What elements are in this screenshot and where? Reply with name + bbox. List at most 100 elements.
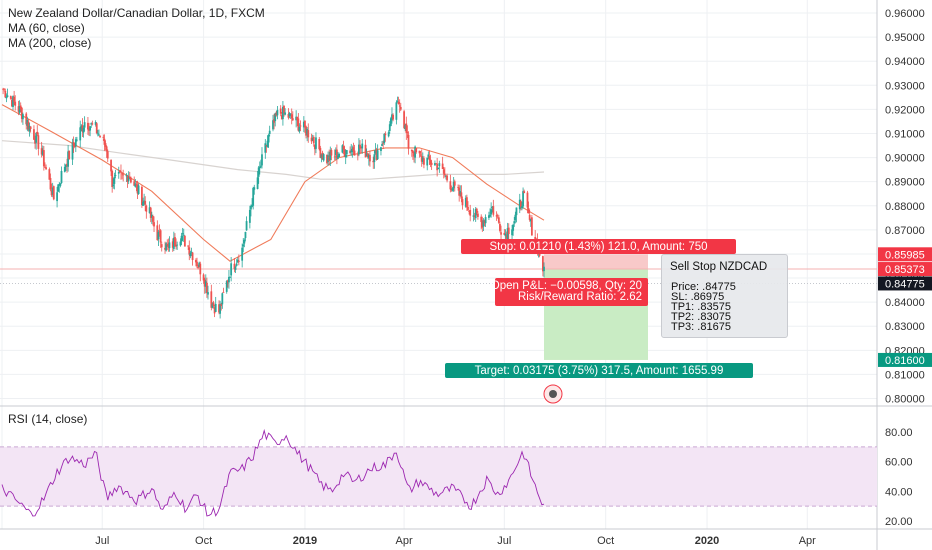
candle-body [19,105,22,110]
candle-body [410,149,413,152]
candle-body [353,150,356,156]
candle-body [6,95,9,97]
candle-body [197,267,199,269]
pnl-label-text: Open P&L: −0.00598, Qty: 20 [491,280,642,292]
candle-body [360,147,363,148]
candle-body [333,156,336,158]
candle-body [515,207,518,216]
candle-body [14,101,17,106]
candle-body [96,133,99,135]
candle-body [415,148,418,153]
price-badge-label: 0.84775 [885,278,925,290]
candle-body [57,184,60,192]
candle-body [128,176,131,179]
candle-body [49,177,52,190]
candle-body [125,174,128,177]
candle-body [242,244,245,247]
order-panel-tp1: TP1: .83575 [671,301,731,313]
candle-body [272,120,274,130]
order-panel[interactable]: Sell Stop NZDCAD Price: .84775 SL: .8697… [661,254,788,338]
order-panel-price: Price: .84775 [671,281,736,293]
candle-body [9,96,12,99]
candle-body [298,126,301,132]
candle-body [366,153,369,158]
candle-body [50,190,53,196]
candle-body [157,231,160,240]
candle-body [207,292,209,295]
candle-body [329,151,332,161]
candle-body [90,123,93,125]
candle-body [58,184,61,186]
candle-body [20,107,23,119]
candle-body [104,143,107,147]
candle-body [266,140,269,147]
candle-body [496,217,499,219]
candle-body [418,150,421,154]
candle-body [159,230,162,243]
candle-body [529,219,532,222]
candle-body [473,215,476,217]
candle-body [204,281,207,287]
ma200-line [1,140,545,180]
candle-body [451,188,454,191]
candle-body [521,206,523,209]
candle-body [72,142,75,146]
candle-body [174,237,176,247]
price-badge [878,247,932,262]
candle-body [145,205,148,212]
candle-body [367,155,370,159]
candle-body [179,241,182,246]
candle-body [441,163,444,170]
rsi-tick-label: 80.00 [885,427,913,439]
candle-body [190,251,193,253]
candle-body [230,263,233,276]
candle-body [261,154,263,166]
candle-body [91,123,94,125]
candle-body [311,138,314,141]
candle-body [33,129,35,140]
symbol-title: New Zealand Dollar/Canadian Dollar, 1D, … [8,6,265,20]
candle-body [395,102,398,120]
candle-body [60,170,63,184]
candle-body [26,120,29,126]
price-tick-label: 0.87000 [885,225,925,237]
candle-body [482,220,485,227]
candle-body [245,221,248,231]
candle-body [326,154,328,164]
candle-body [12,96,14,107]
candle-body [158,231,161,233]
candle-body [483,220,486,224]
candle-body [321,152,324,160]
candle-body [499,224,501,231]
price-tick-label: 0.81000 [885,369,925,381]
candle-body [518,199,521,210]
candle-body [315,137,317,149]
candle-body [257,167,260,177]
candle-body [389,118,392,127]
candle-body [149,207,152,218]
candle-body [213,307,216,314]
candle-body [457,186,459,188]
price-badge-label: 0.85373 [885,264,925,276]
price-tick-label: 0.91000 [885,128,925,140]
pnl-label-text: Risk/Reward Ratio: 2.62 [518,291,642,303]
candle-body [110,160,112,172]
candle-body [143,200,146,203]
candle-body [289,113,292,115]
candle-body [113,176,116,184]
candle-body [18,105,21,113]
candle-body [27,121,30,130]
candle-body [307,130,310,138]
candle-body [37,135,40,149]
rsi-tick-label: 20.00 [885,516,913,528]
candle-body [472,215,475,217]
candle-body [102,136,105,138]
candle-body [280,115,283,120]
time-tick-label: Oct [195,535,212,547]
candle-body [327,155,329,162]
candle-body [194,260,197,263]
candle-body [543,266,545,272]
candle-body [489,214,491,217]
candle-body [81,125,84,132]
